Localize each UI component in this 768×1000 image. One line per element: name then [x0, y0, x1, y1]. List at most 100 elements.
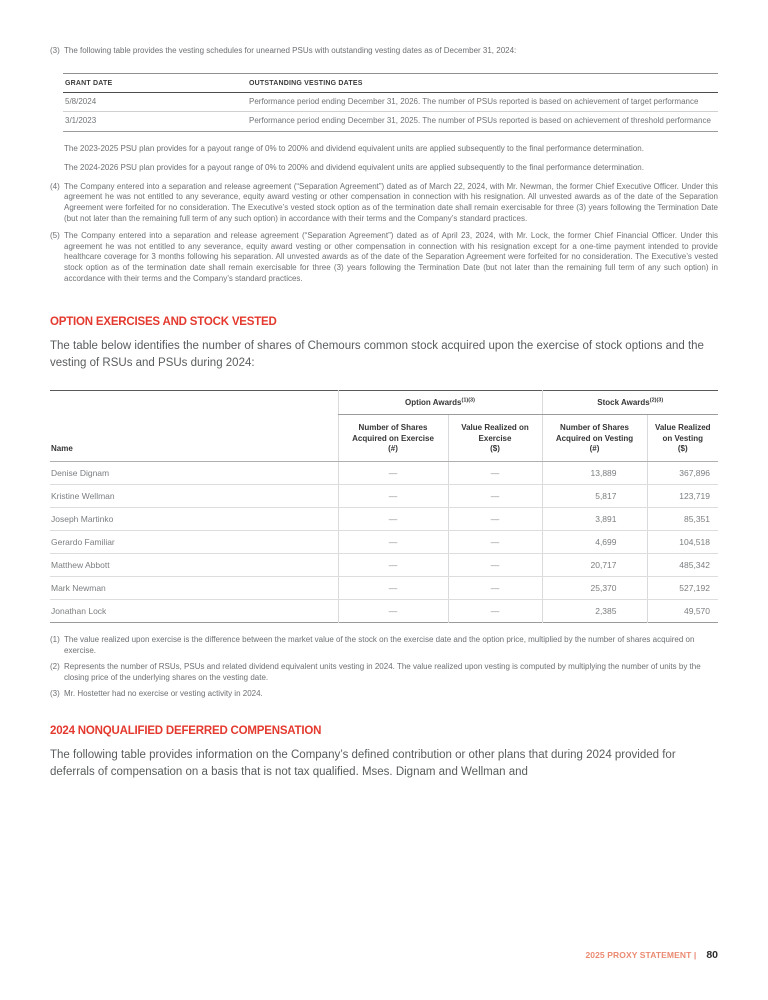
name-column-header: Name	[50, 414, 338, 462]
column-title: Value Realized on Exercise	[461, 423, 529, 443]
vesting-shares-cell: 2,385	[541, 599, 647, 623]
name-cell: Denise Dignam	[50, 461, 338, 485]
exercise-shares-cell: —	[337, 576, 448, 600]
exercise-shares-cell: —	[337, 507, 448, 531]
footnote-text: Mr. Hostetter had no exercise or vesting…	[64, 688, 263, 698]
column-title: Number of Shares Acquired on Exercise	[352, 423, 434, 443]
footnote-text: The Company entered into a separation an…	[64, 230, 718, 283]
vesting-value-cell: 367,896	[646, 461, 718, 485]
empty-corner-cell	[50, 390, 338, 415]
footnote-number: (5)	[50, 230, 60, 240]
vesting-shares-cell: 13,889	[541, 461, 647, 485]
deferred-section-intro: The following table provides information…	[50, 748, 676, 779]
group-header-row: Option Awards(1)(3) Stock Awards(2)(3)	[50, 390, 718, 416]
vesting-value-cell: 85,351	[646, 507, 718, 531]
exercise-value-cell: —	[447, 553, 542, 577]
column-title: Value Realized on Vesting	[654, 423, 711, 443]
grant-date-cell: 5/8/2024	[63, 92, 247, 113]
value-exercise-column-header: Value Realized on Exercise ($)	[447, 414, 542, 462]
proxy-statement-label: 2025 PROXY STATEMENT |	[585, 950, 697, 960]
exercise-value-cell: —	[447, 599, 542, 623]
footnote-number: (3)	[50, 688, 60, 698]
exercise-value-cell: —	[447, 576, 542, 600]
exercise-value-cell: —	[447, 507, 542, 531]
exercise-shares-cell: —	[337, 461, 448, 485]
table-row: 3/1/2023 Performance period ending Decem…	[63, 112, 718, 132]
group-label: Stock Awards	[597, 397, 650, 407]
table-row: Mark Newman — — 25,370 527,192	[50, 576, 718, 600]
table-row: Matthew Abbott — — 20,717 485,342	[50, 553, 718, 577]
grant-date-header: GRANT DATE	[63, 73, 247, 93]
psu-vesting-table: GRANT DATE OUTSTANDING VESTING DATES 5/8…	[63, 72, 718, 132]
column-unit: (#)	[589, 444, 600, 454]
footnote-text: The Company entered into a separation an…	[64, 181, 718, 223]
column-title: Number of Shares Acquired on Vesting	[555, 423, 634, 443]
option-awards-group-header: Option Awards(1)(3)	[337, 390, 542, 416]
exercise-value-cell: —	[447, 530, 542, 554]
footnote-number: (1)	[50, 634, 60, 644]
table-row: Joseph Martinko — — 3,891 85,351	[50, 507, 718, 531]
vesting-shares-cell: 3,891	[541, 507, 647, 531]
footnote-text: The value realized upon exercise is the …	[64, 634, 695, 655]
table-row: 5/8/2024 Performance period ending Decem…	[63, 92, 718, 113]
footnote-1: (1) The value realized upon exercise is …	[50, 635, 718, 657]
vesting-value-cell: 104,518	[646, 530, 718, 554]
vesting-value-cell: 123,719	[646, 484, 718, 508]
exercise-shares-cell: —	[337, 553, 448, 577]
stock-awards-group-header: Stock Awards(2)(3)	[541, 390, 718, 416]
vesting-date-cell: Performance period ending December 31, 2…	[249, 116, 711, 126]
column-unit: ($)	[677, 444, 688, 454]
table-header-row: GRANT DATE OUTSTANDING VESTING DATES	[63, 73, 718, 93]
exercise-shares-cell: —	[337, 530, 448, 554]
group-superscript: (2)(3)	[649, 397, 664, 404]
option-section-intro: The table below identifies the number of…	[50, 339, 704, 370]
exercise-shares-cell: —	[337, 484, 448, 508]
footnote-number: (2)	[50, 661, 60, 671]
name-cell: Gerardo Familiar	[50, 530, 338, 554]
footnote-3-top: (3) The following table provides the ves…	[50, 46, 718, 57]
page-footer: 2025 PROXY STATEMENT | 80	[585, 949, 718, 961]
footnote-number: (4)	[50, 181, 60, 191]
psu-plan-paragraph-2023-2025: The 2023-2025 PSU plan provides for a pa…	[64, 143, 644, 153]
table-row: Kristine Wellman — — 5,817 123,719	[50, 484, 718, 508]
column-header-row: Name Number of Shares Acquired on Exerci…	[50, 414, 718, 462]
value-vesting-column-header: Value Realized on Vesting ($)	[646, 414, 718, 462]
vesting-shares-cell: 25,370	[541, 576, 647, 600]
grant-date-cell: 3/1/2023	[65, 116, 97, 126]
vesting-date-cell: Performance period ending December 31, 2…	[247, 92, 718, 113]
section-heading-deferred-compensation: 2024 NONQUALIFIED DEFERRED COMPENSATION	[50, 724, 322, 737]
shares-exercise-column-header: Number of Shares Acquired on Exercise (#)	[337, 414, 448, 462]
footnote-text: Represents the number of RSUs, PSUs and …	[64, 661, 701, 682]
outstanding-vesting-dates-header: OUTSTANDING VESTING DATES	[247, 73, 718, 93]
name-cell: Matthew Abbott	[50, 553, 338, 577]
footnote-4: (4) The Company entered into a separatio…	[50, 182, 718, 225]
section-heading-option-exercises: OPTION EXERCISES AND STOCK VESTED	[50, 315, 277, 328]
group-label: Option Awards	[405, 397, 462, 407]
table-footnotes: (1) The value realized upon exercise is …	[50, 635, 718, 700]
psu-plan-paragraph-2024-2026: The 2024-2026 PSU plan provides for a pa…	[64, 163, 644, 173]
shares-vesting-column-header: Number of Shares Acquired on Vesting (#)	[541, 414, 647, 462]
column-unit: (#)	[388, 444, 398, 454]
vesting-shares-cell: 5,817	[541, 484, 647, 508]
exercise-value-cell: —	[447, 461, 542, 485]
vesting-value-cell: 485,342	[646, 553, 718, 577]
document-page: (3) The following table provides the ves…	[50, 0, 718, 782]
footnote-number: (3)	[50, 46, 60, 55]
group-superscript: (1)(3)	[461, 397, 475, 404]
table-row: Gerardo Familiar — — 4,699 104,518	[50, 530, 718, 554]
footnote-3: (3) Mr. Hostetter had no exercise or ves…	[50, 689, 718, 700]
name-cell: Mark Newman	[50, 576, 338, 600]
vesting-shares-cell: 20,717	[541, 553, 647, 577]
footnote-text: The following table provides the vesting…	[64, 46, 517, 55]
vesting-value-cell: 49,570	[646, 599, 718, 623]
footnote-2: (2) Represents the number of RSUs, PSUs …	[50, 662, 718, 684]
table-row: Jonathan Lock — — 2,385 49,570	[50, 599, 718, 623]
exercise-shares-cell: —	[337, 599, 448, 623]
page-number: 80	[706, 949, 718, 961]
exercise-value-cell: —	[447, 484, 542, 508]
vesting-value-cell: 527,192	[646, 576, 718, 600]
vesting-shares-cell: 4,699	[541, 530, 647, 554]
column-unit: ($)	[490, 444, 500, 454]
name-cell: Joseph Martinko	[50, 507, 338, 531]
option-exercises-table: Option Awards(1)(3) Stock Awards(2)(3) N…	[50, 389, 718, 623]
